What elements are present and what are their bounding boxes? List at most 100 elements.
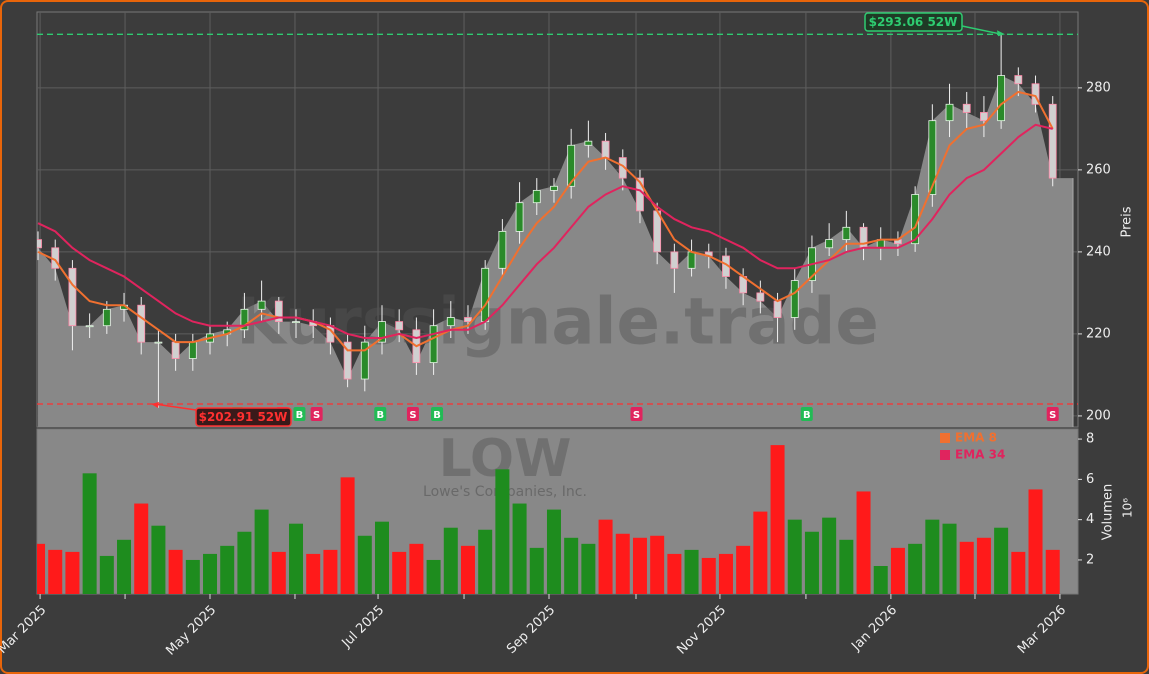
volume-bar — [650, 535, 665, 594]
candle-body — [240, 308, 249, 331]
candle-body — [395, 321, 404, 331]
volume-bar — [959, 541, 974, 594]
signal-label: B — [803, 410, 811, 421]
signal-marker — [431, 407, 444, 421]
volume-bar — [478, 529, 493, 594]
candle-body — [550, 185, 558, 191]
volume-bar — [908, 543, 923, 594]
volume-bar — [460, 545, 475, 594]
volume-bar — [1028, 489, 1043, 594]
candle-body — [171, 341, 180, 359]
volume-bar — [151, 525, 166, 594]
volume-bar — [632, 537, 647, 594]
signal-marker — [1046, 407, 1059, 421]
signal-marker — [800, 407, 813, 421]
watermark: Kurssignale.trade — [236, 286, 879, 360]
candle-body — [515, 202, 524, 232]
volume-bar — [426, 559, 441, 594]
volume-bar — [1011, 551, 1026, 594]
x-tick-label: Jul 2025 — [339, 603, 388, 652]
volume-bar — [237, 531, 252, 594]
candles — [37, 34, 1057, 408]
label-box — [864, 12, 963, 32]
volume-bar — [37, 543, 46, 594]
price-area — [38, 75, 1074, 427]
volume-bar — [168, 549, 183, 594]
multiplier: 10⁶ — [1121, 498, 1135, 518]
candle-body — [601, 140, 610, 158]
y-tick-label: 6 — [1086, 472, 1094, 487]
arrowhead — [151, 401, 159, 408]
volume-bar — [48, 549, 63, 594]
candle-body — [584, 140, 593, 146]
volume-bar — [718, 553, 733, 594]
volume-bar — [787, 519, 802, 594]
candle-body — [292, 321, 300, 324]
candle-body — [102, 308, 111, 327]
volume-bar — [529, 547, 544, 594]
legend-label: EMA 34 — [955, 448, 1005, 462]
volume-bar — [839, 539, 854, 594]
y-tick-label: 260 — [1086, 162, 1111, 177]
candle-body — [137, 304, 146, 343]
legend-label: EMA 8 — [955, 431, 997, 445]
y-axis-label: Volumen — [1101, 484, 1116, 541]
x-tick-label: Nov 2025 — [674, 603, 729, 658]
signal-label: B — [296, 410, 304, 421]
x-tick-label: Mar 2025 — [0, 603, 49, 657]
legend-swatch — [940, 433, 950, 443]
candle-body — [980, 112, 988, 122]
volume-bar — [99, 555, 114, 594]
signal-label: S — [313, 410, 320, 421]
volume-bar — [736, 545, 751, 594]
signal-label: S — [633, 410, 640, 421]
y-tick-label: 280 — [1086, 80, 1111, 95]
y-tick-label: 8 — [1086, 432, 1094, 447]
52w-high-label: $293.06 52W — [869, 15, 958, 29]
volume-bar — [581, 543, 596, 594]
signal-label: S — [1049, 410, 1056, 421]
volume-bar — [856, 491, 871, 594]
candle-body — [1048, 103, 1057, 179]
volume-bar — [925, 519, 940, 594]
candle-body — [859, 226, 868, 249]
volume-bar — [684, 549, 699, 594]
signal-marker — [630, 407, 643, 421]
volume-bar — [409, 543, 424, 594]
arrowhead — [997, 30, 1005, 37]
y-tick-label: 4 — [1086, 512, 1094, 527]
candle-body — [842, 226, 851, 240]
candle-body — [653, 210, 662, 253]
x-tick-label: May 2025 — [163, 603, 219, 659]
candle-body — [68, 267, 77, 327]
candle-body — [154, 341, 163, 344]
volume-bar — [357, 535, 372, 594]
volume-bar — [203, 553, 218, 594]
volume-bar — [598, 519, 613, 594]
y-tick-label: 2 — [1086, 552, 1094, 567]
52w-low-label: $202.91 52W — [199, 410, 288, 424]
signal-label: S — [409, 410, 416, 421]
volume-bar — [873, 565, 888, 594]
volume-bar — [134, 503, 149, 594]
volume-bar — [701, 557, 716, 594]
volume-bar — [82, 473, 97, 594]
candle-body — [498, 230, 507, 269]
candle-body — [1014, 75, 1023, 85]
volume-bar — [289, 523, 304, 594]
candle-body — [687, 251, 696, 269]
candle-body — [274, 300, 283, 323]
candle-body — [962, 103, 971, 113]
candle-body — [532, 189, 541, 204]
candle-body — [997, 75, 1006, 122]
candle-body — [670, 251, 679, 269]
ema-line — [37, 90, 1054, 352]
signal-marker — [310, 407, 323, 421]
volume-bar — [667, 553, 682, 594]
y-tick-label: 240 — [1086, 244, 1111, 259]
x-tick-label: Mar 2026 — [1015, 603, 1069, 657]
y-tick-label: 220 — [1086, 326, 1111, 341]
legend-swatch — [940, 450, 950, 460]
volume-bars — [37, 445, 1060, 594]
